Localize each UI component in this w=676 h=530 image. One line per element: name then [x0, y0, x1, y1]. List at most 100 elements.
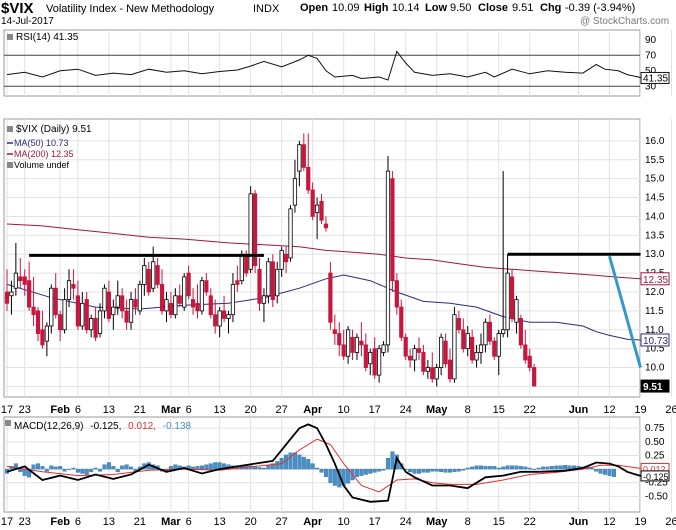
candle-body [492, 340, 497, 357]
candle-body [394, 280, 399, 308]
date-tick-label: 21 [134, 404, 146, 416]
date-tick-label: May [426, 404, 448, 416]
candle-body [292, 178, 298, 206]
macd-histogram-bar [102, 464, 107, 470]
date-tick-label: 10 [338, 516, 350, 528]
price-tick-label: 15.5 [645, 155, 665, 166]
chg-label: Chg [540, 2, 562, 14]
macd-histogram-bar [89, 468, 94, 473]
trendline-down [608, 255, 642, 368]
macd-histogram-bar [368, 468, 373, 474]
candle-body [124, 310, 129, 323]
candle-body [208, 295, 213, 316]
macd-tick-label: 0.25 [645, 450, 665, 461]
candle-body [470, 336, 475, 361]
candle-body [399, 306, 404, 338]
macd-histogram-bar [80, 468, 85, 474]
candle-body [257, 268, 262, 304]
candle-body [359, 340, 364, 346]
macd-histogram-bar [354, 468, 359, 477]
price-tick-label: 15.0 [645, 174, 665, 185]
low-label: Low [425, 2, 447, 14]
rsi-tick-label: 30 [645, 81, 657, 92]
price-panel [3, 118, 641, 398]
macd-histogram-bar [199, 465, 204, 470]
candle-body [204, 280, 209, 293]
candle-body [75, 295, 80, 327]
candle-body [456, 318, 461, 331]
macd-histogram-bar [421, 468, 426, 473]
price-legend-swatch [7, 126, 13, 132]
last-value-label: 10.73 [643, 336, 668, 347]
candle-body [226, 314, 231, 319]
macd-histogram-bar [505, 465, 510, 470]
rsi-tick-label: 90 [645, 35, 657, 46]
macd-histogram-bar [434, 468, 439, 472]
macd-series [4, 423, 641, 503]
macd-histogram-bar [253, 466, 258, 470]
candle-body [350, 336, 355, 353]
macd-histogram-bar [168, 466, 173, 470]
date-tick-label: 13 [214, 404, 226, 416]
macd-histogram-bar [75, 468, 80, 473]
macd-histogram-bar [518, 466, 523, 470]
candle-body [319, 200, 324, 221]
date-tick-label: 6 [186, 516, 192, 528]
macd-histogram-bar [106, 462, 111, 470]
candle-body [97, 310, 103, 334]
macd-histogram-bar [115, 468, 120, 473]
candle-body [173, 295, 178, 316]
candle-body [483, 321, 488, 346]
macd-histogram-bar [479, 465, 484, 470]
candle-body [306, 166, 311, 191]
macd-histogram-bar [49, 465, 54, 470]
candle-body [18, 276, 23, 282]
date-tick-label: 17 [1, 404, 13, 416]
axis-labels: 9.510.010.511.011.512.012.513.013.514.01… [1, 35, 676, 528]
last-value-box [640, 333, 670, 347]
macd-histogram-bar [385, 457, 390, 470]
candle-body [527, 355, 532, 368]
macd-histogram-bar [44, 468, 49, 472]
candle-body [496, 333, 501, 357]
price-tick-label: 12.0 [645, 287, 665, 298]
macd-histogram-bar [536, 467, 541, 470]
rsi-line [6, 50, 641, 81]
candle-body [58, 314, 63, 331]
macd-histogram-bar [195, 466, 200, 470]
date-tick-label: May [426, 516, 448, 528]
chart-header: $VIX Volatility Index - New Methodology … [0, 0, 676, 30]
candle-body [62, 299, 67, 331]
macd-histogram-bar [71, 467, 76, 470]
date-tick-label: Feb [50, 516, 70, 528]
candle-body [403, 336, 408, 357]
candle-body [416, 348, 422, 353]
macd-histogram-bar [306, 459, 311, 470]
close-label: Close [478, 2, 508, 14]
date-tick-label: 17 [1, 516, 13, 528]
date-tick-label: 6 [186, 404, 192, 416]
macd-histogram-bar [58, 466, 63, 470]
candle-body [266, 261, 271, 297]
candle-body [252, 193, 258, 266]
macd-histogram-bar [549, 466, 554, 470]
last-value-box [640, 379, 670, 393]
candle-body [142, 265, 147, 285]
macd-histogram-bar [461, 468, 466, 471]
macd-histogram-bar [93, 467, 98, 470]
candle-body [31, 306, 36, 316]
macd-histogram-bar [292, 452, 297, 470]
chg-value: -0.39 (-3.94%) [565, 2, 636, 14]
macd-histogram-bar [381, 468, 386, 471]
candle-body [421, 352, 426, 372]
macd-histogram-bar [120, 465, 125, 470]
macd-legend-value1: -0.125, [90, 421, 121, 432]
candle-body [66, 280, 72, 300]
macd-histogram-bar [359, 468, 364, 476]
candle-body [443, 340, 448, 365]
macd-histogram-bar [204, 464, 209, 470]
candle-body [146, 268, 151, 293]
candle-body [22, 276, 27, 285]
macd-histogram-bar [257, 467, 262, 470]
candle-body [217, 310, 222, 327]
